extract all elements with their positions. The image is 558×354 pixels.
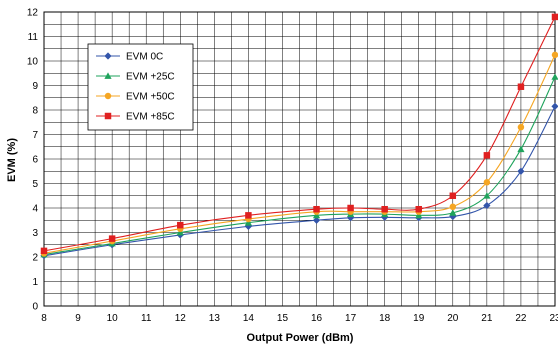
data-point-3	[483, 152, 491, 159]
plot-border	[43, 11, 556, 307]
x-tick-label: 12	[175, 313, 187, 324]
y-tick-label: 10	[27, 57, 39, 68]
x-tick-label: 8	[41, 313, 47, 324]
legend-label-3: EVM +85C	[126, 112, 175, 123]
legend-label-0: EVM 0C	[126, 52, 163, 63]
data-point-3	[40, 247, 48, 255]
x-tick-label: 15	[277, 313, 289, 324]
data-point-3	[245, 212, 252, 219]
data-point-3	[415, 205, 422, 213]
x-tick-label: 11	[141, 313, 152, 324]
data-point-0	[483, 201, 491, 210]
data-point-3	[449, 192, 457, 199]
series-line-2	[43, 54, 556, 254]
data-series	[40, 13, 558, 260]
x-tick-label: 9	[75, 313, 81, 324]
x-tick-label: 10	[107, 313, 119, 324]
data-point-2	[551, 51, 558, 59]
data-point-2	[449, 203, 457, 211]
data-point-1	[244, 219, 252, 226]
y-tick-label: 12	[27, 8, 39, 19]
data-point-3	[313, 205, 320, 213]
y-tick-label: 0	[32, 302, 38, 313]
y-tick-label: 8	[32, 106, 38, 117]
data-point-1	[415, 211, 423, 219]
legend-label-2: EVM +50C	[126, 92, 175, 103]
data-point-3	[381, 205, 388, 213]
x-tick-label: 13	[209, 313, 221, 324]
legend-label-1: EVM +25C	[126, 72, 175, 83]
y-axis-title: EVM (%)	[6, 138, 18, 182]
x-tick-label: 20	[447, 313, 459, 324]
y-tick-label: 2	[32, 253, 38, 264]
data-point-3	[551, 13, 558, 21]
data-point-3	[347, 204, 354, 212]
legend-marker-3	[104, 112, 112, 120]
data-point-1	[483, 192, 491, 199]
x-tick-label: 21	[481, 313, 493, 324]
data-point-3	[177, 221, 184, 229]
data-point-3	[108, 235, 116, 242]
y-tick-label: 3	[32, 228, 38, 239]
data-point-2	[517, 123, 525, 131]
series-line-0	[43, 106, 556, 257]
series-line-1	[43, 76, 556, 256]
data-point-1	[312, 211, 321, 219]
x-axis-title: Output Power (dBm)	[247, 332, 354, 344]
x-tick-label: 18	[379, 313, 391, 324]
legend-marker-1	[104, 72, 112, 79]
data-point-0	[517, 167, 525, 175]
legend-marker-2	[104, 92, 112, 100]
y-tick-label: 6	[32, 155, 38, 166]
data-point-0	[551, 102, 558, 110]
data-point-1	[176, 228, 184, 236]
x-tick-label: 16	[311, 313, 323, 324]
y-tick-label: 9	[32, 81, 38, 92]
x-tick-label: 23	[549, 313, 558, 324]
data-point-1	[517, 145, 525, 153]
x-tick-label: 19	[413, 313, 425, 324]
y-tick-label: 7	[32, 130, 38, 141]
x-tick-label: 14	[243, 313, 255, 324]
legend-marker-0	[104, 52, 112, 60]
y-tick-label: 1	[32, 277, 38, 288]
data-point-0	[312, 216, 321, 224]
y-tick-label: 4	[32, 204, 38, 215]
y-tick-label: 11	[28, 32, 39, 43]
legend: EVM 0C EVM +25C EVM +50C EVM +85C	[87, 43, 194, 131]
data-point-1	[449, 209, 457, 216]
data-point-2	[483, 179, 491, 186]
data-point-0	[347, 214, 355, 222]
x-tick-label: 22	[515, 313, 527, 324]
y-tick-label: 5	[32, 179, 38, 190]
series-line-3	[43, 16, 556, 252]
data-point-3	[517, 83, 525, 90]
data-point-1	[551, 73, 558, 80]
x-tick-label: 17	[345, 313, 357, 324]
